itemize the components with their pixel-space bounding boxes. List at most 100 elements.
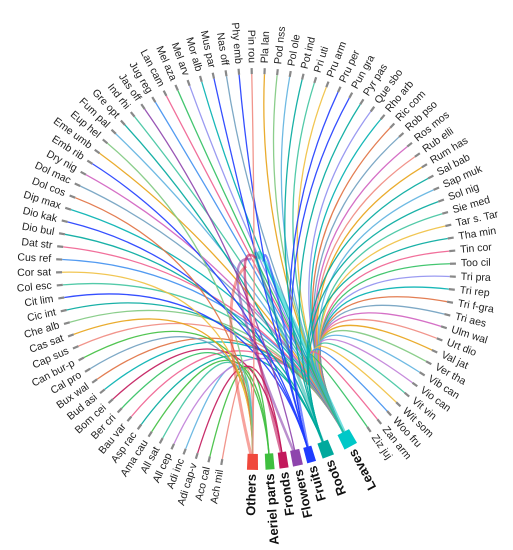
species-tick — [446, 300, 454, 304]
species-label: Tri pra — [461, 271, 492, 284]
species-tick — [182, 448, 187, 455]
species-tick — [359, 98, 365, 105]
species-tick — [403, 391, 410, 398]
species-tick — [58, 296, 65, 300]
species-tick — [170, 443, 176, 450]
species-tick — [80, 170, 87, 176]
species-tick — [162, 90, 168, 97]
part-label-leaves: Leaves — [345, 447, 379, 493]
species-tick — [224, 70, 228, 77]
species-tick — [84, 367, 91, 373]
species-tick — [136, 423, 143, 430]
species-tick — [444, 313, 451, 317]
species-label: Pin rou — [245, 30, 258, 64]
species-tick — [433, 186, 440, 191]
species-tick — [58, 232, 66, 236]
chord-link — [115, 133, 348, 440]
chord-link — [290, 97, 350, 455]
species-label: Phy emb — [229, 22, 245, 64]
species-tick — [389, 122, 396, 129]
species-tick — [427, 174, 434, 180]
nodes-layer — [56, 68, 456, 470]
species-label: Too cil — [461, 257, 491, 270]
species-tick — [207, 456, 211, 463]
species-label: Ach mil — [208, 469, 226, 505]
chord-ribbon-fronds — [243, 253, 285, 461]
species-tick — [398, 132, 405, 138]
part-block-others — [246, 453, 259, 470]
species-tick — [220, 458, 224, 466]
chord-link — [124, 124, 327, 450]
species-tick — [437, 198, 445, 203]
part-block-leaves — [337, 429, 358, 450]
species-tick — [313, 76, 318, 84]
species-tick — [126, 415, 133, 422]
species-tick — [376, 418, 383, 425]
species-tick — [379, 114, 386, 121]
species-tick — [445, 223, 452, 228]
species-tick — [431, 348, 438, 354]
chord-link — [66, 302, 327, 450]
species-tick — [421, 163, 428, 169]
chord-ribbon-fruits — [262, 254, 311, 455]
species-tick — [140, 103, 146, 110]
chord-link — [308, 237, 448, 450]
chord-link — [74, 197, 254, 462]
species-tick — [186, 79, 191, 87]
species-tick — [110, 128, 117, 135]
species-tick — [67, 333, 75, 338]
species-tick — [386, 410, 392, 417]
species-tick — [74, 182, 81, 188]
species-label: Tha min — [458, 225, 497, 243]
species-tick — [56, 283, 63, 287]
chord-link — [209, 366, 271, 462]
chord-link — [251, 74, 255, 462]
part-block-roots — [317, 439, 335, 459]
species-tick — [411, 381, 418, 388]
species-tick — [91, 378, 98, 384]
species-label: Cor sat — [17, 266, 51, 279]
species-tick — [198, 75, 203, 83]
species-tick — [348, 92, 354, 99]
species-tick — [441, 210, 449, 215]
species-tick — [57, 245, 64, 248]
chord-ribbon-flowers — [236, 257, 298, 459]
species-tick — [94, 148, 101, 155]
species-tick — [102, 138, 109, 145]
chord-link — [284, 79, 327, 450]
links-layer — [62, 74, 450, 463]
species-label: Nas off — [214, 32, 231, 67]
chord-link — [67, 221, 311, 455]
part-label-aeriel-parts: Aeriel parts — [262, 473, 282, 545]
species-tick — [174, 84, 179, 91]
species-tick — [447, 236, 454, 240]
species-tick — [99, 388, 106, 395]
species-tick — [78, 356, 85, 362]
species-tick — [63, 321, 71, 326]
species-tick — [60, 308, 67, 313]
species-tick — [395, 401, 402, 408]
species-label: Dat str — [21, 236, 54, 251]
species-tick — [72, 345, 79, 350]
species-label: Tri rep — [459, 284, 490, 299]
species-tick — [147, 431, 153, 438]
part-block-fruits — [303, 445, 317, 464]
species-tick — [237, 68, 241, 75]
chord-ribbon-roots — [254, 251, 327, 450]
species-tick — [64, 206, 72, 211]
species-tick — [194, 452, 199, 460]
part-block-fronds — [277, 451, 289, 469]
species-tick — [449, 249, 456, 253]
species-label: Cit lim — [24, 293, 55, 309]
species-tick — [369, 106, 376, 113]
species-label: Col esc — [16, 280, 52, 295]
species-tick — [151, 96, 157, 103]
species-tick — [86, 159, 93, 165]
chord-link — [92, 163, 311, 455]
species-tick — [116, 407, 123, 414]
species-tick — [120, 119, 126, 126]
species-tick — [288, 70, 292, 78]
species-label: Pol ole — [285, 33, 302, 67]
species-tick — [414, 152, 421, 158]
